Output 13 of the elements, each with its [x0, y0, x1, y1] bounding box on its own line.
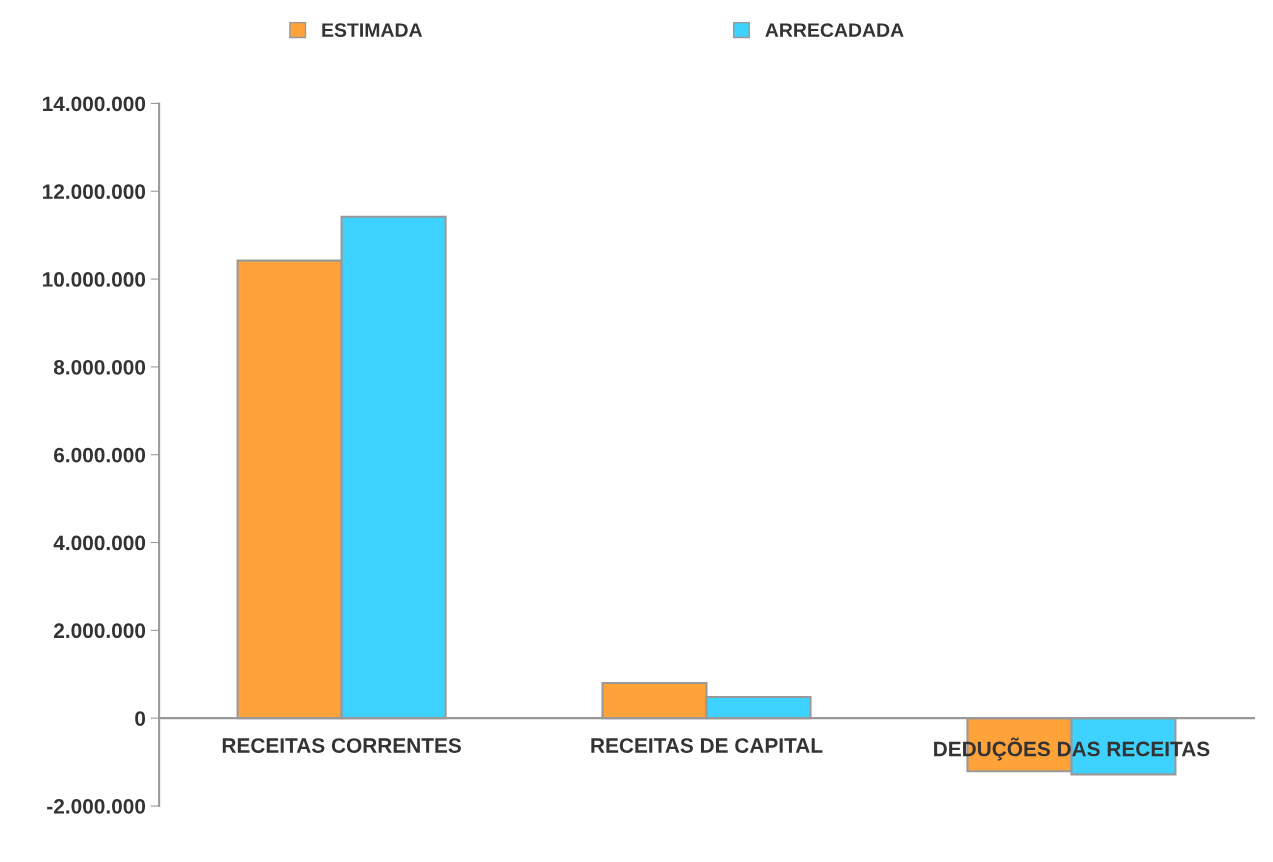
y-tick-label: -2.000.000: [47, 798, 146, 814]
y-tick-label: 10.000.000: [42, 272, 146, 287]
y-tick-label: 8.000.000: [53, 359, 146, 375]
legend-label: ARRECADADA: [765, 23, 904, 37]
x-tick-label: RECEITAS CORRENTES: [222, 738, 461, 753]
y-tick-label: 0: [135, 711, 146, 726]
y-tick-label: 6.000.000: [54, 447, 146, 463]
y-tick-label: 12.000.000: [42, 184, 146, 200]
y-tick-label: 2.000.000: [53, 623, 146, 639]
y-tick-label: 4.000.000: [53, 535, 146, 551]
x-tick-label: RECEITAS DE CAPITAL: [591, 738, 823, 753]
legend-label: ESTIMADA: [322, 23, 423, 37]
y-tick-label: 14.000.000: [42, 96, 146, 112]
